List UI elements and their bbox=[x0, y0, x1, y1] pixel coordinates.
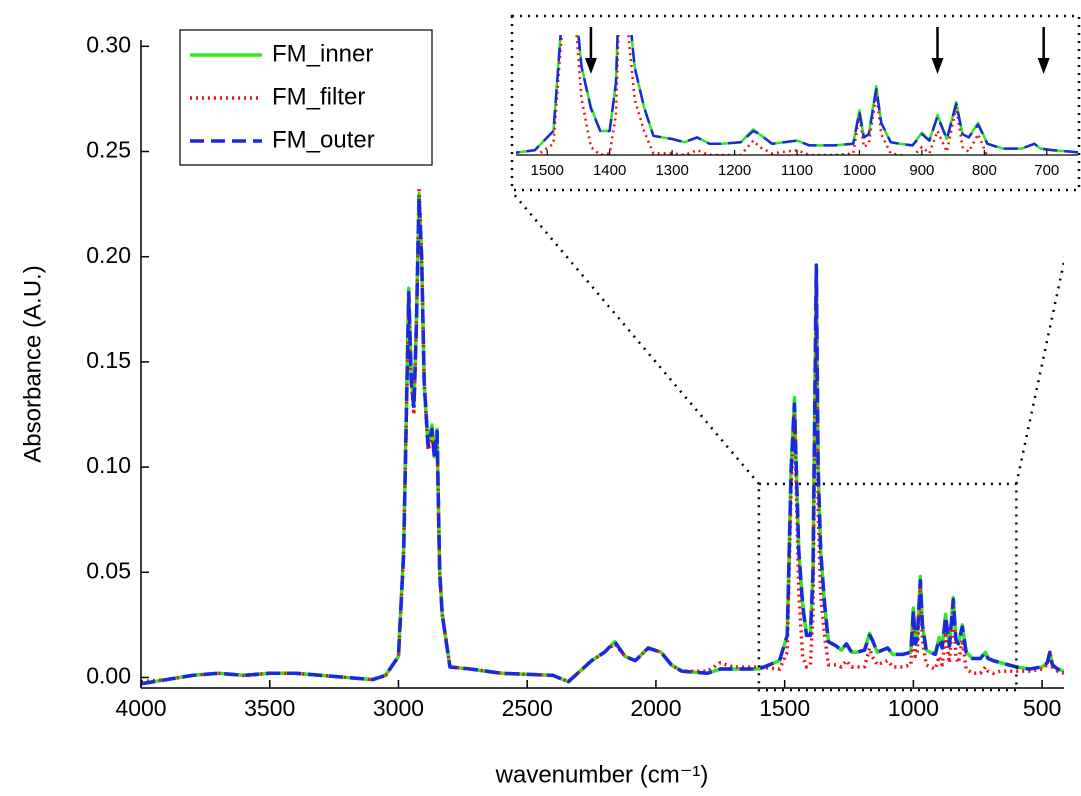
zoom-box bbox=[757, 482, 1018, 692]
y-tick-label: 0.20 bbox=[86, 242, 131, 268]
arrow-head bbox=[931, 58, 944, 74]
inset-x-tick-label: 1500 bbox=[531, 162, 564, 179]
legend-label: FM_filter bbox=[272, 83, 365, 110]
plot-area bbox=[141, 185, 1064, 686]
inset-series-line bbox=[516, 35, 1078, 154]
x-tick-label: 500 bbox=[1023, 695, 1061, 721]
x-tick-label: 1500 bbox=[759, 695, 810, 721]
x-tick-label: 2000 bbox=[630, 695, 681, 721]
zoom-connector bbox=[511, 191, 760, 485]
legend-label: FM_inner bbox=[272, 40, 373, 67]
y-tick-label: 0.00 bbox=[86, 663, 131, 689]
inset-x-tick-label: 1100 bbox=[781, 162, 813, 179]
inset-series-line bbox=[516, 35, 1038, 155]
series-line bbox=[141, 196, 1064, 686]
series-line bbox=[141, 185, 1064, 684]
inset-x-tick-label: 1200 bbox=[718, 162, 751, 179]
y-axis-title: Absorbance (A.U.) bbox=[19, 265, 46, 462]
x-tick-label: 3000 bbox=[373, 695, 424, 721]
inset-x-tick-label: 800 bbox=[972, 162, 997, 179]
inset-bg bbox=[514, 18, 1077, 188]
inset-x-tick-label: 1400 bbox=[593, 162, 626, 179]
x-tick-label: 1000 bbox=[888, 695, 939, 721]
x-axis-title: wavenumber (cm⁻¹) bbox=[495, 761, 709, 788]
arrow-head bbox=[584, 58, 597, 74]
zoom-connector bbox=[1015, 255, 1064, 485]
arrow-head bbox=[1037, 58, 1050, 74]
y-tick-label: 0.15 bbox=[86, 347, 131, 373]
inset-x-tick-label: 900 bbox=[909, 162, 934, 179]
x-tick-label: 4000 bbox=[115, 695, 166, 721]
inset-plot-area bbox=[516, 35, 1078, 155]
overlay: 0.00 0.05 0.10 0.15 0.20 0.25 0.30 4000 3500 3000… bbox=[86, 14, 1081, 721]
y-tick-label: 0.25 bbox=[86, 137, 131, 163]
y-tick-label: 0.05 bbox=[86, 557, 131, 583]
inset-x-tick-label: 1000 bbox=[843, 162, 876, 179]
y-tick-label: 0.30 bbox=[86, 31, 131, 57]
inset-x-tick-label: 700 bbox=[1034, 162, 1059, 179]
y-tick-label: 0.10 bbox=[86, 452, 131, 478]
inset-frame bbox=[510, 14, 1081, 192]
legend-label: FM_outer bbox=[272, 126, 375, 153]
x-tick-label: 2500 bbox=[502, 695, 553, 721]
series-line bbox=[141, 191, 1064, 686]
x-tick-label: 3500 bbox=[244, 695, 295, 721]
inset-x-tick-label: 1300 bbox=[655, 162, 688, 179]
